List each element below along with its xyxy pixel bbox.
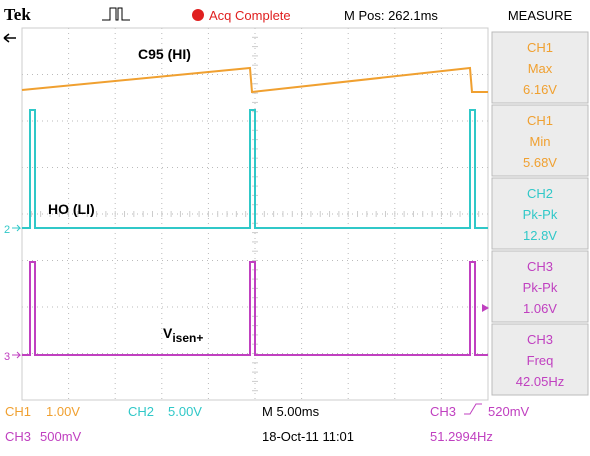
ch1-scale: 1.00V	[46, 404, 80, 419]
measure-channel: CH1	[527, 113, 553, 128]
measure-box	[491, 31, 589, 104]
measure-kind: Min	[530, 134, 551, 149]
ch3-trigger-marker	[482, 304, 489, 312]
measure-value: 5.68V	[523, 155, 557, 170]
ch1-label: C95 (HI)	[138, 46, 191, 62]
measure-box	[491, 323, 589, 396]
measure-channel: CH1	[527, 40, 553, 55]
ch2-trace	[22, 109, 488, 229]
measure-box	[491, 177, 589, 250]
trigger-channel: CH3	[430, 404, 456, 419]
run-icon	[102, 7, 130, 21]
measure-kind: Freq	[527, 353, 554, 368]
ch3-name: CH3	[5, 429, 31, 444]
measure-channel: CH3	[527, 259, 553, 274]
status: Acq Complete	[209, 8, 291, 23]
ch3-scale: 500mV	[40, 429, 82, 444]
measure-box	[491, 104, 589, 177]
timebase: M 5.00ms	[262, 404, 320, 419]
ch2-name: CH2	[128, 404, 154, 419]
ch2-scale: 5.00V	[168, 404, 202, 419]
measure-kind: Pk-Pk	[523, 280, 558, 295]
measure-box	[491, 250, 589, 323]
date: 18-Oct-11 11:01	[262, 429, 354, 444]
ch1-name: CH1	[5, 404, 31, 419]
ch3-label-sub: isen+	[172, 331, 203, 345]
measure-value: 42.05Hz	[516, 374, 564, 389]
brand: Tek	[4, 5, 31, 24]
measure-channel: CH2	[527, 186, 553, 201]
trigger-pos-marker	[3, 33, 16, 43]
trigger-frequency: 51.2994Hz	[430, 429, 493, 444]
measure-value: 6.16V	[523, 82, 557, 97]
trigger-edge-icon	[464, 403, 482, 415]
ch3-label-main: V	[163, 325, 173, 341]
ch2-label: HO (LI)	[48, 201, 95, 217]
ch3-trace	[22, 261, 488, 356]
trigger-level: 520mV	[488, 404, 530, 419]
ch1-trace	[21, 66, 488, 94]
measure-title: MEASURE	[508, 8, 573, 23]
ch2-arrow	[12, 224, 22, 232]
measure-channel: CH3	[527, 332, 553, 347]
measure-value: 12.8V	[523, 228, 557, 243]
graticule	[21, 27, 489, 401]
ch3-label: Visen+	[163, 325, 203, 345]
measure-panel: CH1 Max 6.16V CH1 Min 5.68V CH2 Pk-Pk 12.8V CH3 Pk…	[491, 31, 589, 396]
ch3-marker: 3	[4, 351, 10, 363]
measure-value: 1.06V	[523, 301, 557, 316]
measure-kind: Max	[528, 61, 553, 76]
ch3-arrow	[12, 351, 22, 359]
ch2-marker: 2	[4, 224, 10, 236]
position: M Pos: 262.1ms	[344, 8, 438, 23]
measure-kind: Pk-Pk	[523, 207, 558, 222]
status-dot	[192, 9, 204, 21]
